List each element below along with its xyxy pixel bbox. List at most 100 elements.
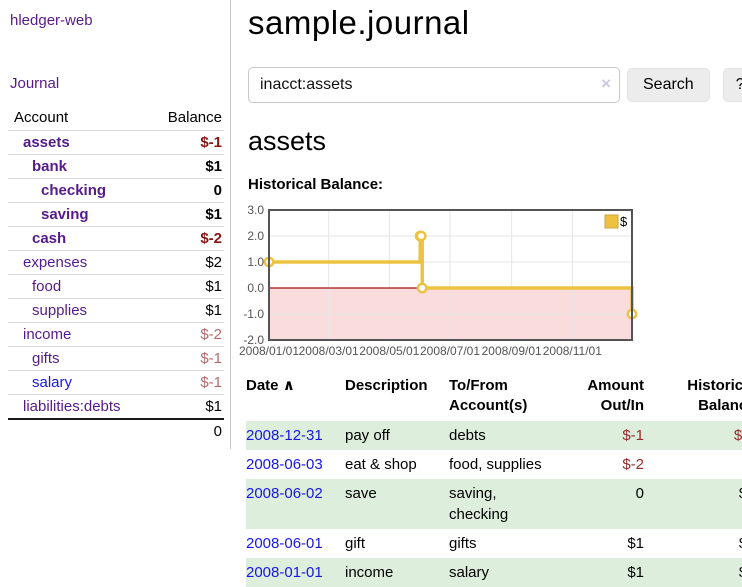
- help-button[interactable]: ?: [722, 68, 742, 102]
- transaction-amount: 0: [635, 484, 644, 502]
- table-row: 2008-06-03 eat & shop food, supplies $-20: [246, 450, 742, 479]
- account-link[interactable]: bank: [32, 158, 68, 175]
- account-link[interactable]: food: [32, 278, 62, 295]
- sidebar-item-journal[interactable]: Journal: [10, 75, 60, 92]
- transaction-balance: 0: [646, 450, 742, 479]
- table-row: 2008-12-31 pay off debts $-1 $-1: [246, 420, 742, 450]
- transaction-balance: $2: [646, 529, 742, 558]
- account-row: supplies $1: [8, 299, 224, 323]
- transaction-accounts: gifts: [449, 534, 477, 552]
- transaction-balance: $2: [646, 479, 742, 529]
- transaction-accounts: saving, checking: [449, 484, 509, 523]
- account-link[interactable]: checking: [41, 182, 107, 199]
- date-sort-header[interactable]: Date ∧: [246, 377, 295, 394]
- transaction-accounts: salary: [449, 563, 490, 581]
- account-row: gifts $-1: [8, 347, 224, 371]
- account-link[interactable]: supplies: [32, 302, 88, 319]
- transactions-header-row: Date ∧ Description To/From Account(s) Am…: [246, 374, 742, 421]
- account-row: salary $-1: [8, 371, 224, 395]
- account-row: saving $1: [8, 203, 224, 227]
- account-row: income $-2: [8, 323, 224, 347]
- account-row: checking 0: [8, 179, 224, 203]
- account-row: bank $1: [8, 155, 224, 179]
- transaction-description: save: [345, 484, 377, 502]
- main-content: sample.journal × Search ? assets Histori…: [231, 0, 742, 587]
- account-balance: $1: [205, 206, 222, 223]
- account-balance: $-2: [200, 230, 222, 247]
- legend-swatch: [604, 214, 619, 229]
- sidebar-nav: Journal: [10, 75, 230, 92]
- y-axis-tick-label: 3.0: [247, 203, 264, 217]
- transaction-description: pay off: [345, 426, 390, 444]
- transaction-amount: $1: [627, 534, 644, 552]
- y-axis-tick-label: 2.0: [247, 229, 264, 243]
- search-form: × Search ?: [248, 67, 742, 103]
- amount-header: Amount Out/In: [587, 377, 644, 415]
- transaction-balance: $-1: [733, 426, 742, 444]
- search-button[interactable]: Search: [627, 68, 710, 102]
- x-axis-tick-label: 2008/05/01: [359, 344, 419, 358]
- accounts-total-value: 0: [213, 423, 222, 440]
- y-axis-tick-label: -2.0: [243, 333, 264, 347]
- chart-title: Historical Balance:: [248, 176, 384, 193]
- account-balance: $-1: [200, 350, 222, 367]
- account-balance: $2: [205, 254, 222, 271]
- account-row: assets $-1: [8, 131, 224, 155]
- account-link[interactable]: expenses: [23, 254, 88, 271]
- sidebar: hledger-web Journal Account Balance asse…: [0, 0, 231, 449]
- transaction-amount: $-2: [622, 455, 644, 473]
- y-axis-tick-label: -1.0: [243, 307, 264, 321]
- accounts-header: To/From Account(s): [449, 377, 528, 415]
- transaction-date-link[interactable]: 2008-01-01: [246, 563, 323, 581]
- transaction-date-link[interactable]: 2008-06-03: [246, 455, 323, 473]
- account-balance: $-1: [200, 134, 222, 151]
- transaction-description: income: [345, 563, 394, 581]
- x-axis-tick-label: 2008/09/01: [482, 344, 542, 358]
- account-link[interactable]: salary: [32, 374, 73, 391]
- transaction-date-link[interactable]: 2008-12-31: [246, 426, 323, 444]
- clear-search-icon[interactable]: ×: [601, 74, 611, 93]
- account-heading: assets: [248, 126, 327, 156]
- transaction-description: gift: [345, 534, 366, 552]
- legend-label: $: [620, 214, 628, 229]
- search-input[interactable]: [248, 67, 620, 103]
- transaction-balance: $1: [646, 558, 742, 587]
- transactions-table: Date ∧ Description To/From Account(s) Am…: [246, 374, 742, 587]
- account-link[interactable]: cash: [32, 230, 67, 247]
- account-link[interactable]: assets: [23, 134, 70, 151]
- transaction-amount: $-1: [622, 426, 644, 444]
- accounts-total-row: 0: [8, 419, 224, 443]
- account-link[interactable]: liabilities:debts: [23, 398, 121, 415]
- transaction-date-link[interactable]: 2008-06-01: [246, 534, 323, 552]
- account-balance: $1: [205, 158, 222, 175]
- accounts-header-balance: Balance: [167, 109, 222, 126]
- table-row: 2008-06-01 gift gifts $1$2: [246, 529, 742, 558]
- account-link[interactable]: gifts: [32, 350, 60, 367]
- accounts-header-account: Account: [14, 109, 69, 126]
- transaction-accounts: food, supplies: [449, 455, 542, 473]
- plot-border: [268, 209, 633, 341]
- transaction-description: eat & shop: [345, 455, 417, 473]
- accounts-header-row: Account Balance: [8, 106, 224, 131]
- transaction-accounts: debts: [449, 426, 486, 444]
- account-balance: $-1: [200, 374, 222, 391]
- account-balance: $1: [205, 278, 222, 295]
- transaction-date-link[interactable]: 2008-06-02: [246, 484, 323, 502]
- data-point-marker: [416, 282, 428, 294]
- balance-header: Historical Balance: [687, 377, 742, 415]
- x-axis-tick-label: 2008/01/01: [239, 344, 299, 358]
- account-balance: $1: [205, 398, 222, 415]
- sort-ascending-icon: ∧: [282, 377, 295, 394]
- x-axis-tick-label: 2008/03/01: [299, 344, 359, 358]
- account-row: food $1: [8, 275, 224, 299]
- account-link[interactable]: income: [23, 326, 72, 343]
- page-title: sample.journal: [248, 4, 470, 41]
- accounts-table: Account Balance assets $-1 bank $1 checking 0…: [8, 106, 224, 443]
- account-link[interactable]: saving: [41, 206, 89, 223]
- brand-link[interactable]: hledger-web: [10, 12, 93, 29]
- x-axis-tick-label: 2008/11/01: [543, 344, 602, 358]
- table-row: 2008-06-02 save saving, checking 0$2: [246, 478, 742, 529]
- y-axis-tick-label: 0.0: [247, 281, 264, 295]
